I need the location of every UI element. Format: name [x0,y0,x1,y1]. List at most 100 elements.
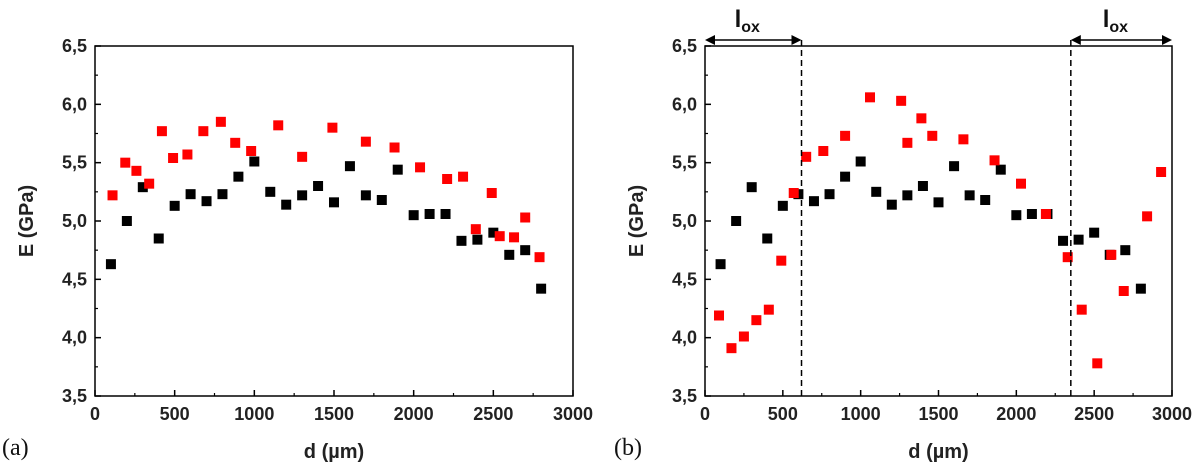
panel-b-series-2-point [1092,358,1103,369]
panel-b-x-axis-label: d (µm) [908,441,968,463]
panel-b-series-2-point [902,137,913,148]
panel-a-series-2-point [215,116,226,127]
panel-a-series-1-point [201,196,212,207]
arrow-head-right [791,35,802,45]
panel-b-ticks: 0 500 1000 1500 2000 2500 3000 3,5 4,0 4,5 5,0 5,5 6… [672,36,1192,424]
panel-b-series-1-point [964,190,975,201]
panel-b-series-2-point [738,331,749,342]
oxidation-length-label: lox [1103,6,1128,36]
panel-a: 0 500 1000 1500 2000 2500 3000 3,5 4,0 4,5 5,0 5,5 6… [2,36,593,463]
panel-b-series-2-point [896,95,907,106]
panel-a-x-axis-label: d (µm) [304,441,364,463]
panel-b-series-1-point [746,182,757,193]
panel-b-series-2-point [1016,178,1027,189]
panel-a-y-tick-label: 3,5 [62,386,87,406]
panel-b-series-1-point [808,196,819,207]
panel-a-series-1-point [424,209,435,219]
panel-b-x-tick-label: 2000 [996,404,1036,424]
panel-b-plot-frame [704,45,1173,397]
panel-a-x-tick-label: 2000 [394,404,434,424]
panel-b-y-tick-label: 6,0 [672,94,697,114]
panel-b-y-tick-label: 5,0 [672,211,697,231]
panel-a-x-tick-label: 500 [160,404,190,424]
panel-a-series-2-point [297,151,308,162]
panel-b-series-1-point [1135,283,1146,294]
panel-a-series-2-point [168,153,179,163]
panel-a-series-1-point [281,199,292,210]
panel-b-series-2-point [989,155,1000,166]
panel-b-series-1-point [949,161,960,172]
panel-b-series-2-point [1040,209,1051,219]
panel-a-series-1-point [329,197,339,208]
panel-b-y-tick-label: 6,5 [672,36,697,56]
panel-a-series-1-point [440,209,451,219]
panel-a-series-2-point [442,174,453,184]
panel-a-x-tick-label: 2500 [473,404,513,424]
panel-b-series-2-point [818,146,829,156]
panel-a-series-1-point [376,195,387,205]
panel-a-y-tick-label: 4,0 [62,328,87,348]
panel-b-series-1-point [980,195,991,205]
panel-a-series-2-point [131,165,142,176]
panel-a-y-tick-label: 5,0 [62,211,87,231]
panel-b-series-1-point [1026,209,1037,219]
panel-b-x-tick-label: 1500 [918,404,958,424]
panel-b-label: (b) [614,435,642,461]
panel-a-series-2-point [230,137,241,148]
panel-b-series-2-point [801,151,812,162]
arrow-head-left [1070,35,1081,45]
panel-b-x-tick-label: 0 [700,404,710,424]
panel-a-plot-frame [94,45,574,397]
panel-a-series-1-point [313,181,324,191]
panel-a-series-2-point [360,136,371,147]
panel-a-series-1-point [504,249,515,260]
panel-a-x-tick-label: 1500 [314,404,354,424]
panel-a-series-1-point [153,233,164,244]
panel-a-series-1-point [536,283,547,294]
panel-b-x-tick-label: 2500 [1074,404,1114,424]
panel-b-series-1-point [1011,210,1022,221]
panel-a-series-2-point [458,171,469,182]
panel-a-y-tick-label: 6,5 [62,36,87,56]
panel-a-series-2-point [415,162,426,173]
panel-b-series-1-point [855,156,866,167]
panel-b-series-2-point [1118,286,1129,296]
panel-a-series-1-point [249,156,260,167]
panel-b-series-1-point [1073,234,1084,245]
panel-a-series-2-point [144,178,155,189]
panel-a-series-1-point [297,190,308,201]
panel-b-x-tick-label: 3000 [1152,404,1192,424]
panel-a-y-tick-label: 5,5 [62,153,87,173]
panel-a-series-1-point [169,200,180,211]
panel-b-y-tick-label: 5,5 [672,153,697,173]
panel-b-series-1-point [871,186,882,197]
panel-b-series-1-point [917,181,928,191]
panel-b-y-axis-label: E (GPa) [626,185,648,257]
panel-a-series-2-point [120,157,131,168]
panel-a-y-tick-label: 4,5 [62,269,87,289]
panel-a-marks [105,116,547,294]
panel-b-series-1-point [777,200,788,211]
panel-b-series-1-point [933,197,944,208]
panel-a-x-tick-label: 0 [90,404,100,424]
panel-a-series-1-point [344,161,355,172]
panel-b-series-1-point [840,171,851,182]
panel-a-series-1-point [392,164,403,175]
panel-a-series-2-point [470,224,481,235]
panel-b-series-1-point [1089,227,1100,238]
panel-a-series-2-point [273,120,284,131]
panel-a-series-2-point [107,190,118,201]
panel-b-series-2-point [958,134,969,145]
panel-b-x-tick-label: 500 [768,404,798,424]
panel-a-series-1-point [233,171,244,182]
panel-b-series-2-point [714,310,725,321]
panel-a-series-2-point [198,126,209,137]
panel-b-series-2-point [726,343,737,354]
arrow-head-left [705,35,715,45]
panel-b-series-1-point [824,189,835,200]
panel-a-x-tick-label: 3000 [553,404,593,424]
panel-b-y-tick-label: 3,5 [672,386,697,406]
panel-a-series-1-point [408,210,419,221]
panel-b-marks [714,92,1167,369]
